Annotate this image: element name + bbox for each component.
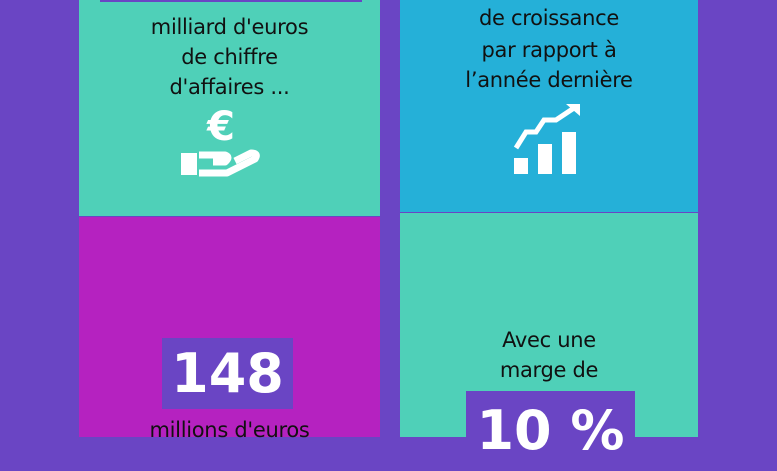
revenue-value-box — [100, 0, 362, 2]
growth-text-2: par rapport à — [481, 38, 617, 62]
svg-text:€: € — [206, 105, 235, 150]
growth-text-1: de croissance — [479, 6, 619, 30]
margin-text-1: Avec une — [502, 328, 596, 352]
growth-tile: de croissance par rapport à l’année dern… — [400, 0, 698, 212]
margin-tile: Avec une marge de 10 % — [400, 213, 698, 471]
margin-value-box: 10 % — [466, 391, 635, 471]
margin-text-2: marge de — [499, 358, 599, 382]
growth-text-3: l’année dernière — [465, 68, 633, 92]
revenue-text-2: de chiffre — [181, 45, 278, 69]
profit-text: millions d'euros — [149, 418, 310, 442]
revenue-text-3: d'affaires ... — [169, 75, 290, 99]
growth-chart-icon — [513, 104, 580, 174]
revenue-text-1: milliard d'euros — [150, 15, 309, 39]
revenue-tile: milliard d'euros de chiffre d'affaires .… — [79, 0, 380, 216]
profit-value-box: 148 — [162, 338, 293, 409]
profit-tile: 148 millions d'euros — [79, 217, 380, 442]
euro-hand-icon: € — [181, 105, 260, 177]
